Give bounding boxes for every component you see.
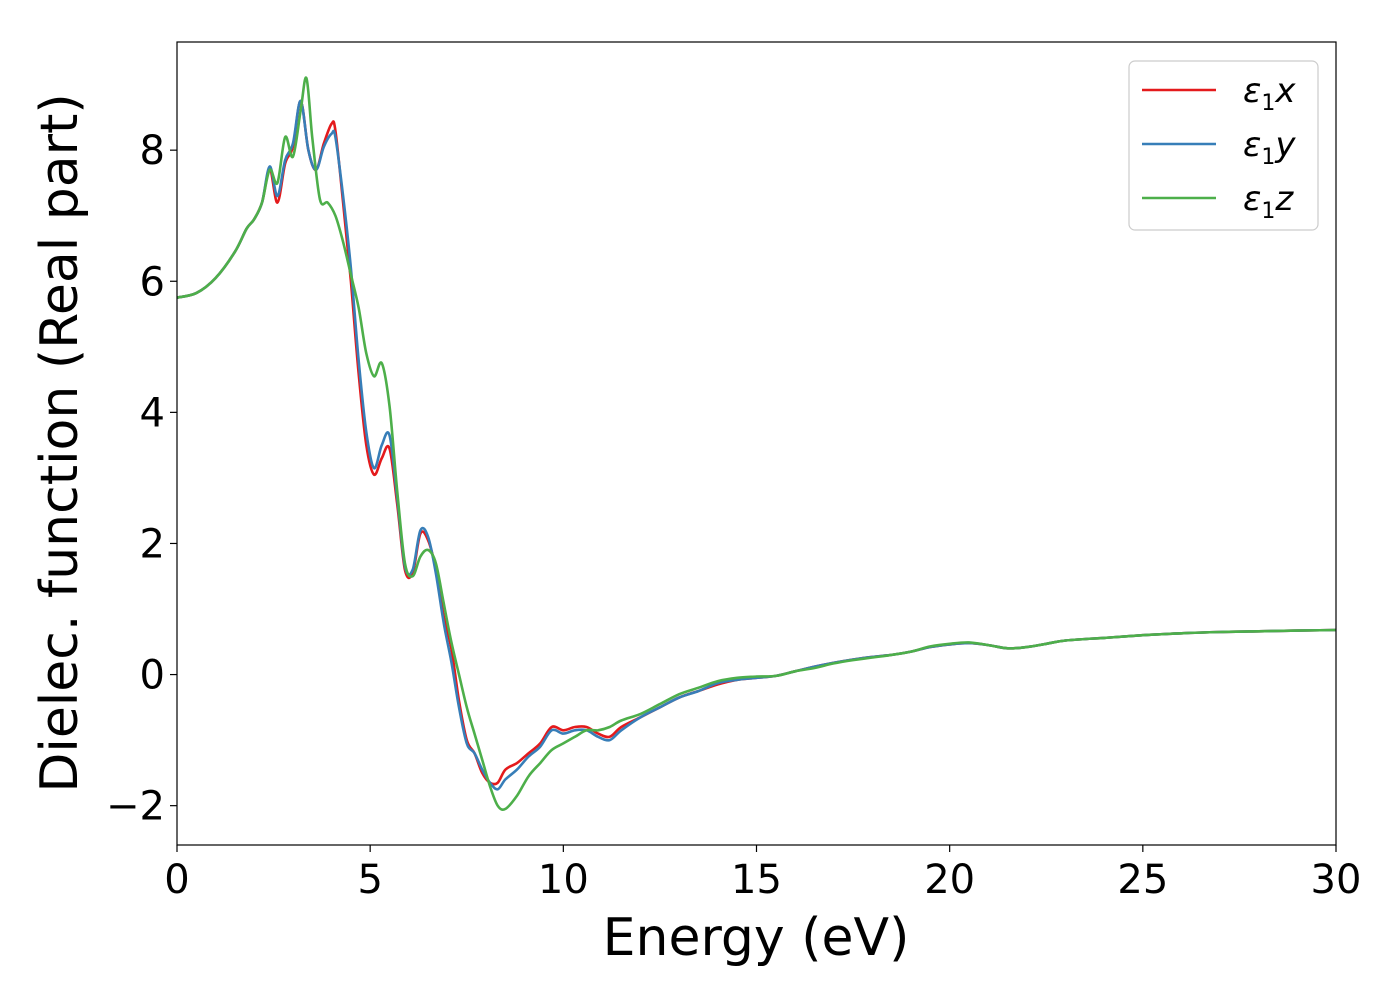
legend: ε1x ε1y ε1z [1128, 60, 1319, 231]
series-line-3 [176, 76, 1337, 811]
y-tick-label: 6 [140, 259, 165, 305]
legend-label: ε1y [1243, 125, 1296, 170]
x-axis-ticks: 0 5 10 15 20 25 30 [164, 845, 1361, 903]
series-layer [176, 76, 1337, 811]
x-tick-label: 10 [538, 857, 589, 903]
x-tick-label: 20 [924, 857, 975, 903]
x-tick-label: 5 [357, 857, 382, 903]
x-tick-label: 0 [164, 857, 189, 903]
x-tick-label: 15 [731, 857, 782, 903]
y-tick-label: 8 [140, 128, 165, 174]
y-tick-label: 4 [140, 390, 165, 436]
y-tick-label: −2 [106, 784, 165, 830]
x-axis-label: Energy (eV) [603, 908, 910, 968]
x-tick-label: 30 [1311, 857, 1362, 903]
legend-box [1128, 60, 1319, 231]
y-axis-label: Dielec. function (Real part) [30, 93, 90, 792]
y-axis-ticks: −2 0 2 4 6 8 [106, 128, 177, 830]
legend-label: ε1z [1243, 179, 1294, 224]
x-tick-label: 25 [1117, 857, 1168, 903]
y-tick-label: 0 [140, 653, 165, 699]
y-tick-label: 2 [140, 521, 165, 567]
legend-label: ε1x [1243, 71, 1296, 116]
